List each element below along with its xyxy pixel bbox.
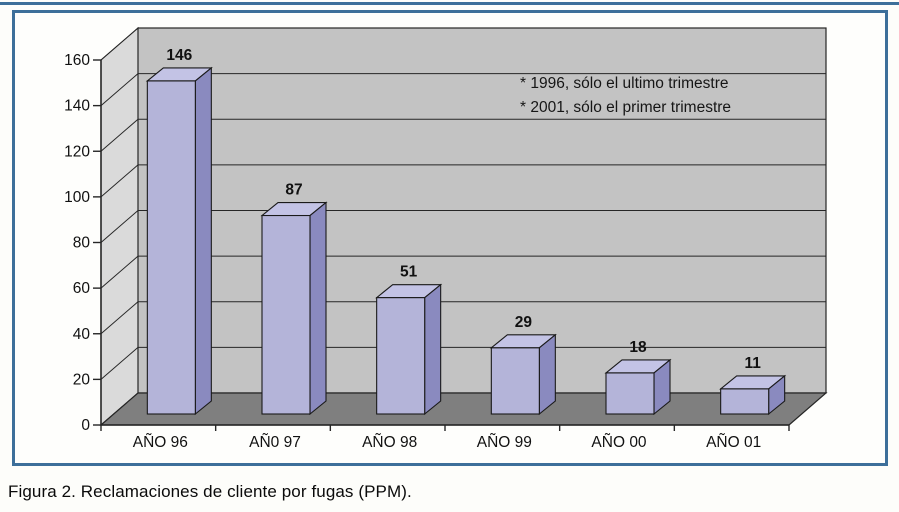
bar-front-face xyxy=(376,297,426,415)
bar-side-face xyxy=(309,201,327,416)
y-axis-label: 140 xyxy=(64,98,90,115)
bar-side-face xyxy=(194,66,212,416)
side-wall-gridline xyxy=(100,27,139,61)
x-axis-label: AÑO 01 xyxy=(706,434,761,451)
bar-value-label: 11 xyxy=(744,355,761,372)
x-axis-label: AÑO 99 xyxy=(477,434,532,451)
side-wall-gridline xyxy=(100,118,139,152)
side-wall-gridline xyxy=(100,164,139,198)
bar-front-face xyxy=(605,372,655,415)
y-axis-label: 0 xyxy=(81,417,90,434)
bar-value-label: 51 xyxy=(400,264,418,281)
bar-value-label: 87 xyxy=(285,182,302,199)
x-axis-label: AÑO 00 xyxy=(591,434,647,451)
x-axis-label: AÑ0 97 xyxy=(249,434,301,451)
side-wall-gridline xyxy=(100,346,139,380)
y-axis-label: 20 xyxy=(73,371,91,388)
chart-annotation: * 2001, sólo el primer trimestre xyxy=(520,99,731,116)
y-axis-label: 160 xyxy=(64,52,90,69)
bar-value-label: 18 xyxy=(629,339,647,356)
bar-front-face xyxy=(261,214,311,415)
y-axis-label: 100 xyxy=(64,189,90,206)
page-top-rule xyxy=(0,2,899,5)
side-wall-gridline xyxy=(100,210,139,243)
bar-side-face xyxy=(538,333,556,416)
bar-value-label: 146 xyxy=(166,47,192,64)
bar-front-face xyxy=(146,80,196,415)
x-axis-label: AÑO 98 xyxy=(362,434,417,451)
side-wall-gridline xyxy=(100,73,139,107)
x-axis-label: AÑO 96 xyxy=(133,434,188,451)
chart-annotation: * 1996, sólo el ultimo trimestre xyxy=(520,75,728,92)
side-wall-gridline xyxy=(100,301,139,335)
bar-value-label: 29 xyxy=(515,314,533,331)
figure-caption: Figura 2. Reclamaciones de cliente por f… xyxy=(8,482,412,501)
bar-front-face xyxy=(490,347,540,415)
bar-side-face xyxy=(424,283,442,416)
side-wall-gridline xyxy=(100,255,139,289)
y-axis-label: 80 xyxy=(73,235,91,252)
y-axis-label: 60 xyxy=(73,280,91,297)
bar-front-face xyxy=(720,388,770,415)
y-axis-label: 120 xyxy=(64,143,90,160)
y-axis-label: 40 xyxy=(73,326,91,343)
